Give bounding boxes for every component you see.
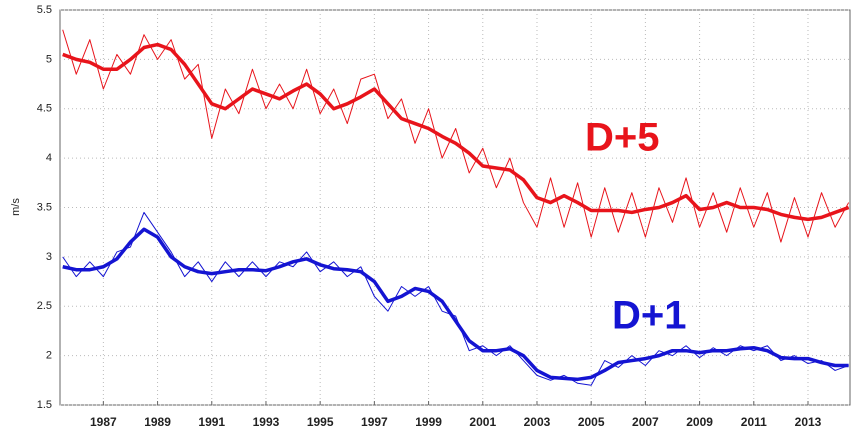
x-tick-label: 2001 [469, 415, 496, 429]
y-tick-label: 2.5 [37, 300, 52, 312]
x-tick-label: 1991 [198, 415, 225, 429]
y-tick-label: 4.5 [37, 103, 52, 115]
x-tick-label: 1987 [90, 415, 117, 429]
x-tick-label: 2013 [795, 415, 822, 429]
plot-frame [59, 9, 851, 406]
series-label: D+5 [585, 116, 660, 160]
raw-line [62, 211, 849, 386]
x-tick-label: 2009 [686, 415, 713, 429]
smoothed-line [62, 42, 850, 222]
y-tick-label: 5.5 [37, 4, 52, 16]
x-tick-label: 1989 [144, 415, 171, 429]
x-tick-label: 1993 [253, 415, 280, 429]
x-tick-label: 2005 [578, 415, 605, 429]
x-tick-label: 1999 [415, 415, 442, 429]
series-label: D+1 [612, 294, 687, 338]
smoothed-line [62, 227, 849, 382]
x-tick-label: 2003 [524, 415, 551, 429]
x-tick-label: 2011 [741, 415, 767, 429]
y-tick-label: 3.5 [37, 201, 52, 213]
y-tick-label: 2 [46, 350, 52, 362]
y-tick-label: 4 [46, 152, 52, 164]
y-tick-label: 3 [46, 251, 52, 263]
y-tick-label: 1.5 [37, 399, 52, 411]
x-tick-label: 1997 [361, 415, 388, 429]
y-tick-label: 5 [46, 53, 52, 65]
x-tick-label: 1995 [307, 415, 334, 429]
y-axis-label: m/s [10, 198, 22, 216]
x-tick-label: 2007 [632, 415, 659, 429]
